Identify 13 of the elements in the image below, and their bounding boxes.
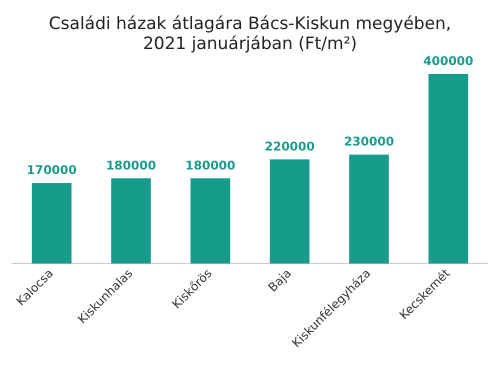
bar [428, 74, 468, 264]
data-label: 230000 [344, 134, 394, 149]
data-label: 170000 [26, 163, 77, 178]
bar [111, 178, 151, 264]
bar [270, 159, 310, 264]
data-label: 220000 [264, 139, 315, 154]
chart-title: Családi házak átlagára Bács-Kiskun megyében, 2021 januárjában (Ft/m²) [48, 13, 452, 54]
data-label: 180000 [185, 158, 236, 172]
data-label: 180000 [106, 158, 156, 172]
data-label: 400000 [423, 54, 474, 68]
bar [190, 178, 230, 264]
bar [349, 154, 389, 264]
bar [32, 183, 72, 264]
